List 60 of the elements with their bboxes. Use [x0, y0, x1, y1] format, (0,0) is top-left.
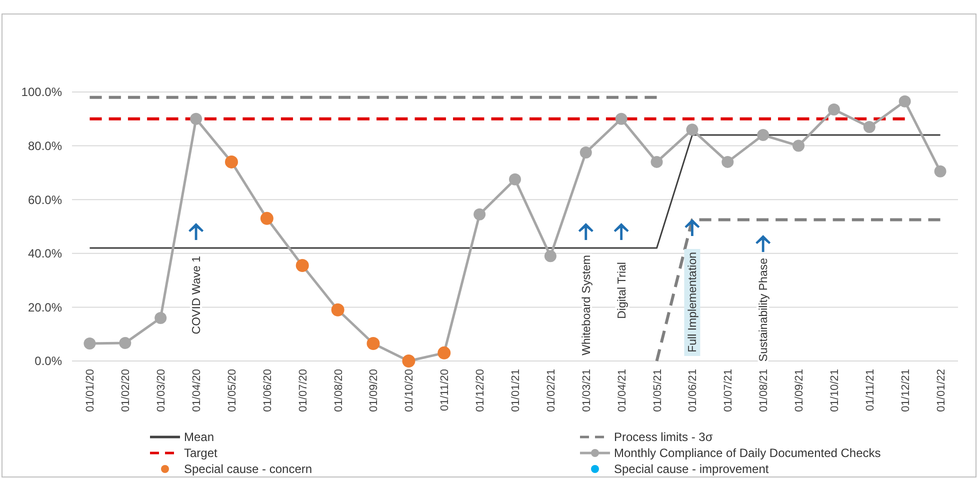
annotation: COVID Wave 1: [191, 256, 204, 334]
annotation: Sustainability Phase: [758, 258, 770, 362]
annotation: Digital Trial: [616, 262, 628, 319]
y-tick-label: 20.0%: [28, 300, 62, 314]
x-tick-label: 01/03/21: [580, 369, 593, 412]
x-tick-label: 01/02/21: [545, 369, 558, 412]
x-tick-label: 01/05/21: [652, 369, 664, 412]
x-tick-label: 01/04/21: [616, 369, 628, 412]
annotation: Full Implementation: [687, 252, 700, 352]
point: [828, 103, 840, 116]
point: [544, 250, 556, 262]
point: [615, 112, 628, 125]
point: [898, 95, 911, 108]
legend-label: Process limits - 3σ: [614, 430, 714, 444]
x-tick-label: 01/07/20: [297, 369, 310, 412]
point: [650, 156, 663, 168]
point: [792, 140, 805, 152]
point: [686, 124, 698, 136]
y-tick-label: 60.0%: [28, 192, 62, 207]
x-tick-label: 01/09/20: [368, 369, 380, 412]
y-tick-label: 40.0%: [28, 246, 62, 261]
point: [934, 165, 946, 178]
x-tick-label: 01/05/20: [226, 369, 238, 412]
point: [863, 120, 876, 133]
point: [190, 112, 202, 125]
x-tick-label: 01/01/20: [84, 369, 97, 412]
y-tick-label: 100.0%: [21, 85, 62, 100]
x-tick-label: 01/02/20: [120, 369, 132, 412]
x-tick-label: 01/01/21: [510, 369, 522, 412]
point: [119, 336, 132, 349]
annotation: Whiteboard System: [580, 255, 593, 356]
point: [757, 129, 770, 142]
point: [580, 146, 592, 159]
x-tick-label: 01/04/20: [191, 369, 204, 412]
x-tick-label: 01/06/21: [687, 369, 700, 412]
y-tick-label: 0.0%: [34, 354, 62, 368]
x-tick-label: 01/03/20: [156, 369, 168, 412]
x-tick-label: 01/12/20: [474, 369, 487, 412]
point: [509, 173, 521, 186]
point: [84, 338, 96, 350]
x-tick-label: 01/09/21: [794, 369, 806, 412]
x-tick-label: 01/08/21: [758, 369, 770, 412]
legend-label: Monthly Compliance of Daily Documented Checks: [614, 446, 881, 460]
x-tick-label: 01/07/21: [722, 369, 735, 412]
legend-label: Special cause - improvement: [614, 462, 770, 476]
legend-label: Mean: [184, 430, 214, 444]
point: [474, 208, 486, 220]
x-tick-label: 01/06/20: [262, 369, 274, 412]
x-tick-label: 01/11/20: [439, 369, 452, 412]
x-tick-label: 01/10/21: [828, 369, 841, 412]
point: [722, 156, 734, 168]
legend-label: Special cause - concern: [184, 462, 312, 476]
x-tick-label: 01/11/21: [864, 369, 876, 412]
x-tick-label: 01/12/21: [900, 369, 912, 412]
x-tick-label: 01/10/20: [404, 369, 416, 412]
legend-label: Target: [184, 446, 218, 460]
point: [154, 312, 167, 324]
x-tick-label: 01/01/22: [935, 369, 948, 412]
y-tick-label: 80.0%: [28, 139, 62, 153]
x-tick-label: 01/08/20: [332, 369, 345, 412]
